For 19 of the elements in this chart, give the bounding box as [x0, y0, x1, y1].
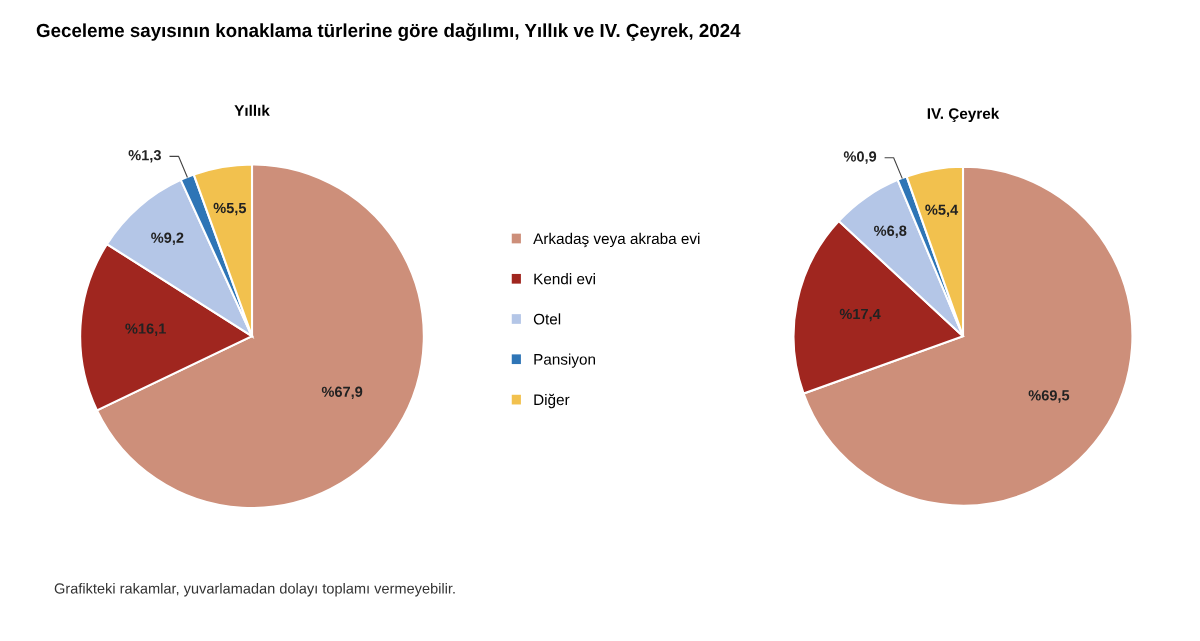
data-label: %5,4 — [925, 204, 959, 217]
data-label: %16,1 — [125, 323, 166, 336]
data-label: %1,3 — [128, 150, 161, 163]
data-label: %67,9 — [321, 386, 363, 400]
chart-title: Yıllık — [234, 104, 270, 116]
data-label: %17,4 — [839, 308, 881, 322]
data-label: %0,9 — [843, 151, 877, 164]
data-label: %6,8 — [874, 225, 907, 239]
legend-label: Kendi evi — [534, 273, 595, 285]
legend-label: Diğer — [534, 393, 570, 409]
legend-label: Arkadaş veya akraba evi — [533, 232, 700, 248]
chart-title: IV. Çeyrek — [927, 107, 1000, 123]
data-label: %5,5 — [213, 202, 247, 216]
text: Geceleme sayısının konaklama türlerine göre dağılımı, Yıllık ve IV. Çeyrek, 2024 — [36, 23, 741, 41]
data-label: %69,5 — [1028, 390, 1070, 403]
legend-label: Pansiyon — [534, 353, 595, 368]
text: Grafikteki rakamlar, yuvarlamadan dolayı toplamı vermeyebilir. — [54, 582, 455, 597]
legend-label: Otel — [533, 313, 561, 325]
data-label: %9,2 — [151, 232, 184, 246]
